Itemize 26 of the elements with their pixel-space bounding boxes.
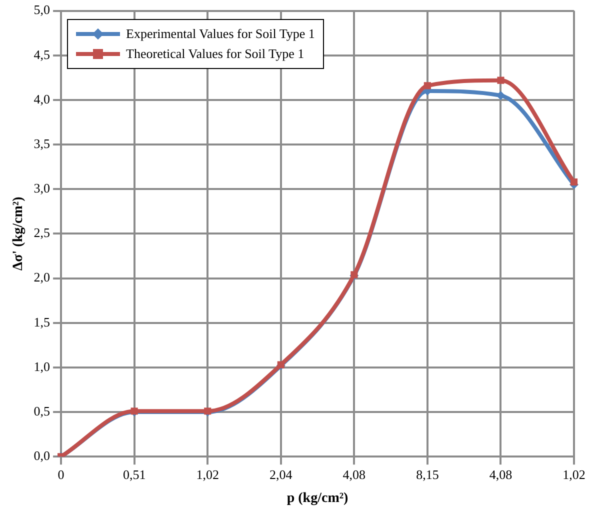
point — [570, 178, 578, 186]
y-axis-title: Δσ' (kg/cm²) — [11, 196, 26, 271]
legend-label: Theoretical Values for Soil Type 1 — [126, 46, 304, 62]
point — [497, 76, 504, 84]
y-tick-label: 1,5 — [34, 314, 50, 330]
x-tick-label: 8,15 — [416, 466, 439, 482]
point — [424, 82, 431, 90]
x-tick-label: 2,04 — [270, 466, 293, 482]
y-tick-label: 4,0 — [34, 91, 50, 106]
x-tick-label: 1,02 — [562, 466, 586, 482]
y-tick-label: 4,5 — [34, 46, 50, 62]
x-tick-label: 0,51 — [122, 466, 146, 482]
x-tick-label: 4,08 — [489, 466, 512, 482]
y-tick-label: 1,0 — [34, 358, 50, 374]
y-tick-label: 3,0 — [34, 180, 50, 196]
x-tick-label: 0 — [58, 466, 64, 482]
y-tick-label: 0,0 — [34, 448, 50, 464]
x-tick-label: 1,02 — [196, 466, 219, 482]
y-tick-label: 2,5 — [34, 225, 50, 240]
x-axis-title: p (kg/cm²) — [286, 491, 349, 506]
x-tick-label: 4,08 — [342, 466, 366, 482]
legend-label: Experimental Values for Soil Type 1 — [126, 26, 315, 42]
y-tick-label: 0,5 — [34, 403, 50, 418]
y-tick-label: 2,0 — [34, 270, 50, 285]
y-tick-label: 5,0 — [34, 2, 50, 18]
y-tick-label: 3,5 — [34, 136, 50, 151]
